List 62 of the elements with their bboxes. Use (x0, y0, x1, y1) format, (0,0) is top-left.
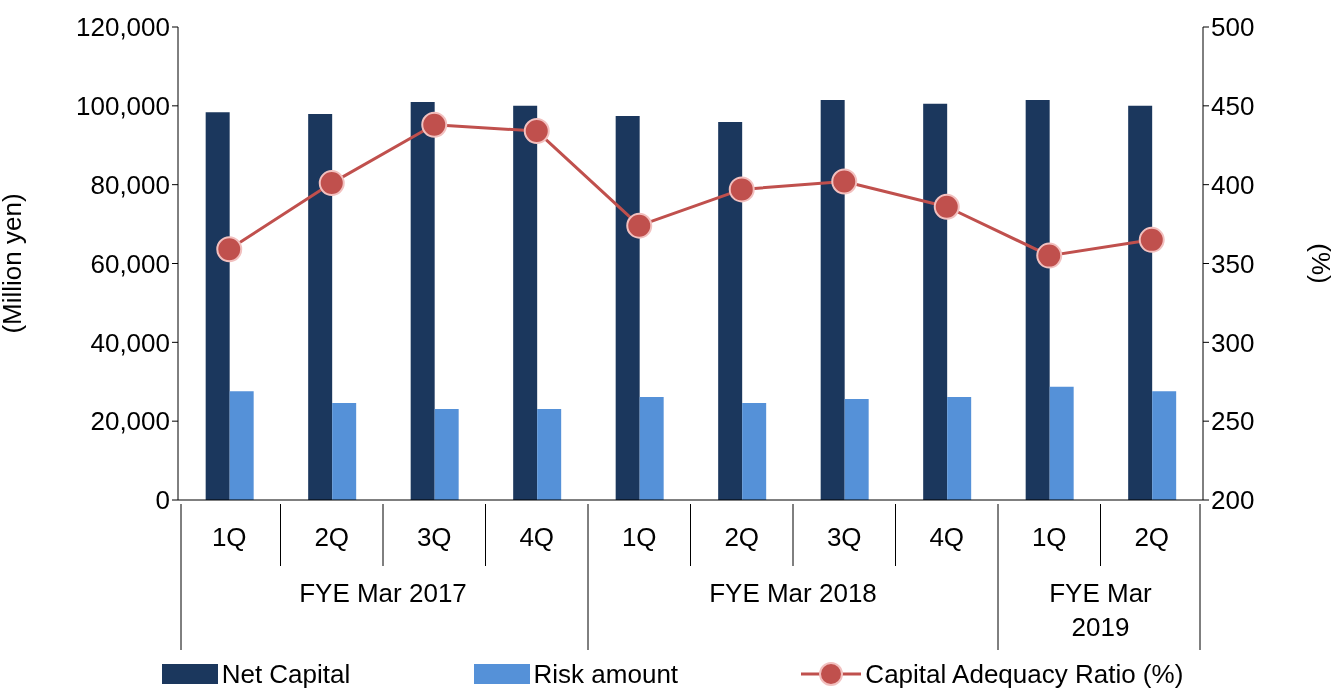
y2-axis-title: (%) (1305, 243, 1335, 284)
x-tick-label: 1Q (621, 522, 657, 552)
bar (615, 116, 640, 500)
y2-tick-label: 300 (1211, 327, 1255, 358)
point (523, 118, 550, 145)
bar (844, 399, 869, 500)
y-tick-label: 80,000 (90, 169, 170, 200)
x-tick-label: 4Q (929, 522, 965, 552)
bar (229, 391, 254, 500)
point (933, 193, 960, 220)
bar (947, 397, 972, 500)
bar (513, 105, 538, 500)
x-tick-label: 2Q (724, 522, 760, 552)
y2-tick-label: 500 (1211, 12, 1255, 43)
bar (1025, 99, 1050, 500)
text: FYE Mar 2019 (1049, 578, 1153, 642)
point (318, 170, 345, 197)
bar (205, 112, 230, 500)
y2-tick-label: 250 (1211, 406, 1255, 437)
x-tick-label: 4Q (519, 522, 555, 552)
y-tick-label: 100,000 (76, 91, 170, 122)
point (1036, 242, 1063, 269)
bar (639, 397, 664, 500)
y2-tick-label: 350 (1211, 248, 1255, 279)
point (421, 111, 448, 138)
bar (537, 408, 562, 500)
x-tick-label: 3Q (416, 522, 452, 552)
y-tick-label: 0 (155, 485, 170, 516)
y2-tick-label: 450 (1211, 91, 1255, 122)
x-tick-label: 2Q (1134, 522, 1170, 552)
point (626, 212, 653, 239)
y2-tick-label: 400 (1211, 169, 1255, 200)
x-tick-label: 1Q (1031, 522, 1067, 552)
point (831, 168, 858, 195)
bar (742, 403, 767, 500)
point (1138, 226, 1165, 253)
bar (820, 99, 845, 500)
y-tick-label: 120,000 (76, 12, 170, 43)
y-tick-label: 40,000 (90, 327, 170, 358)
y-tick-label: 20,000 (90, 406, 170, 437)
bar (308, 114, 333, 500)
bar (332, 403, 357, 500)
bar (923, 103, 948, 500)
y2-tick-label: 200 (1211, 485, 1255, 516)
legend-label: Net Capital (221, 658, 351, 690)
bar (1152, 391, 1177, 500)
text: FYE Mar 2018 (709, 578, 877, 608)
x-tick-label: 2Q (314, 522, 350, 552)
bar (410, 101, 435, 500)
legend-label: Risk amount (533, 658, 679, 690)
y-axis-title: (Million yen) (0, 193, 28, 334)
point (728, 176, 755, 203)
bar (718, 121, 743, 500)
x-tick-label: 3Q (826, 522, 862, 552)
legend-label: Capital Adequacy Ratio (%) (865, 658, 1184, 690)
bar (1049, 386, 1074, 500)
text: FYE Mar 2017 (299, 578, 467, 608)
x-tick-label: 1Q (211, 522, 247, 552)
bar (434, 408, 459, 500)
point (216, 236, 243, 263)
bar (1128, 105, 1153, 500)
y-tick-label: 60,000 (90, 248, 170, 279)
